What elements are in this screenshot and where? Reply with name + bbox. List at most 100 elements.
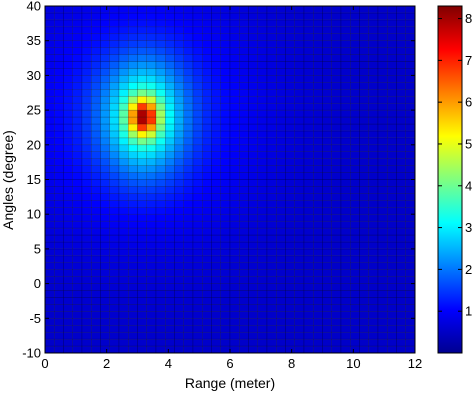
heatmap-cell	[377, 102, 388, 111]
heatmap-cell	[91, 331, 101, 340]
heatmap-cell	[229, 338, 240, 347]
heatmap-cell	[146, 234, 157, 243]
heatmap-cell	[54, 137, 64, 146]
heatmap-cell	[294, 26, 305, 35]
heatmap-cell	[248, 158, 258, 166]
heatmap-cell	[192, 345, 203, 354]
heatmap-cell	[192, 338, 203, 347]
heatmap-cell	[118, 297, 129, 305]
heatmap-cell	[137, 19, 147, 28]
heatmap-cell	[44, 82, 55, 90]
heatmap-cell	[54, 75, 64, 83]
heatmap-cell	[229, 19, 240, 28]
heatmap-cell	[72, 26, 83, 35]
heatmap-cell	[128, 234, 138, 243]
heatmap-cell	[387, 47, 397, 55]
heatmap-cell	[303, 82, 314, 90]
heatmap-cell	[313, 130, 323, 139]
heatmap-cell	[118, 200, 129, 208]
heatmap-cell	[340, 102, 351, 111]
heatmap-cell	[239, 116, 249, 125]
heatmap-cell	[350, 130, 360, 139]
heatmap-cell	[174, 102, 184, 111]
heatmap-cell	[81, 109, 92, 118]
heatmap-cell	[137, 47, 147, 55]
heatmap-cell	[72, 144, 83, 152]
heatmap-cell	[109, 297, 120, 305]
heatmap-cell	[276, 200, 286, 208]
heatmap-cell	[211, 12, 221, 21]
heatmap-cell	[313, 151, 323, 159]
heatmap-cell	[396, 130, 406, 139]
heatmap-cell	[396, 95, 406, 104]
heatmap-cell	[396, 54, 406, 62]
heatmap-cell	[359, 61, 369, 69]
heatmap-cell	[109, 276, 120, 284]
heatmap-cell	[294, 137, 305, 146]
heatmap-cell	[350, 47, 360, 55]
heatmap-cell	[387, 89, 397, 97]
heatmap-cell	[44, 283, 55, 291]
heatmap-cell	[137, 290, 147, 298]
heatmap-cell	[229, 158, 240, 166]
heatmap-cell	[100, 130, 110, 139]
heatmap-cell	[211, 130, 221, 139]
heatmap-cell	[229, 12, 240, 21]
heatmap-cell	[368, 26, 379, 35]
heatmap-cell	[165, 82, 175, 90]
heatmap-cell	[109, 33, 120, 41]
heatmap-cell	[331, 207, 342, 215]
heatmap-cell	[44, 19, 55, 28]
heatmap-cell	[192, 207, 203, 215]
heatmap-cell	[220, 193, 231, 201]
heatmap-cell	[174, 179, 184, 187]
heatmap-cell	[211, 213, 221, 222]
heatmap-cell	[359, 75, 369, 83]
heatmap-cell	[350, 158, 360, 166]
heatmap-cell	[340, 220, 351, 229]
heatmap-cell	[387, 68, 397, 76]
heatmap-cell	[128, 144, 138, 152]
heatmap-cell	[359, 179, 369, 187]
heatmap-cell	[91, 213, 101, 222]
heatmap-cell	[303, 172, 314, 180]
heatmap-cell	[229, 269, 240, 277]
heatmap-cell	[63, 19, 73, 28]
heatmap-cell	[387, 151, 397, 159]
heatmap-cell	[359, 276, 369, 284]
heatmap-cell	[377, 130, 388, 139]
heatmap-cell	[322, 54, 332, 62]
heatmap-cell	[137, 220, 147, 229]
heatmap-cell	[257, 262, 268, 270]
heatmap-cell	[155, 304, 166, 312]
heatmap-cell	[118, 324, 129, 333]
heatmap-cell	[387, 331, 397, 340]
heatmap-cell	[266, 68, 277, 76]
heatmap-cell	[81, 200, 92, 208]
heatmap-cell	[155, 68, 166, 76]
heatmap-cell	[155, 102, 166, 111]
heatmap-cell	[100, 54, 110, 62]
heatmap-cell	[128, 12, 138, 21]
heatmap-cell	[192, 269, 203, 277]
heatmap-cell	[63, 5, 73, 14]
heatmap-cell	[174, 276, 184, 284]
heatmap-cell	[239, 297, 249, 305]
heatmap-cell	[276, 151, 286, 159]
heatmap-cell	[350, 19, 360, 28]
heatmap-cell	[331, 324, 342, 333]
heatmap-cell	[294, 193, 305, 201]
heatmap-cell	[81, 144, 92, 152]
heatmap-cell	[257, 338, 268, 347]
heatmap-cell	[44, 200, 55, 208]
heatmap-cell	[192, 130, 203, 139]
heatmap-cell	[368, 19, 379, 28]
heatmap-cell	[229, 241, 240, 250]
heatmap-cell	[44, 213, 55, 222]
heatmap-cell	[266, 5, 277, 14]
heatmap-cell	[128, 311, 138, 319]
heatmap-cell	[128, 26, 138, 35]
heatmap-cell	[44, 193, 55, 201]
heatmap-cell	[350, 40, 360, 48]
heatmap-cell	[44, 144, 55, 152]
